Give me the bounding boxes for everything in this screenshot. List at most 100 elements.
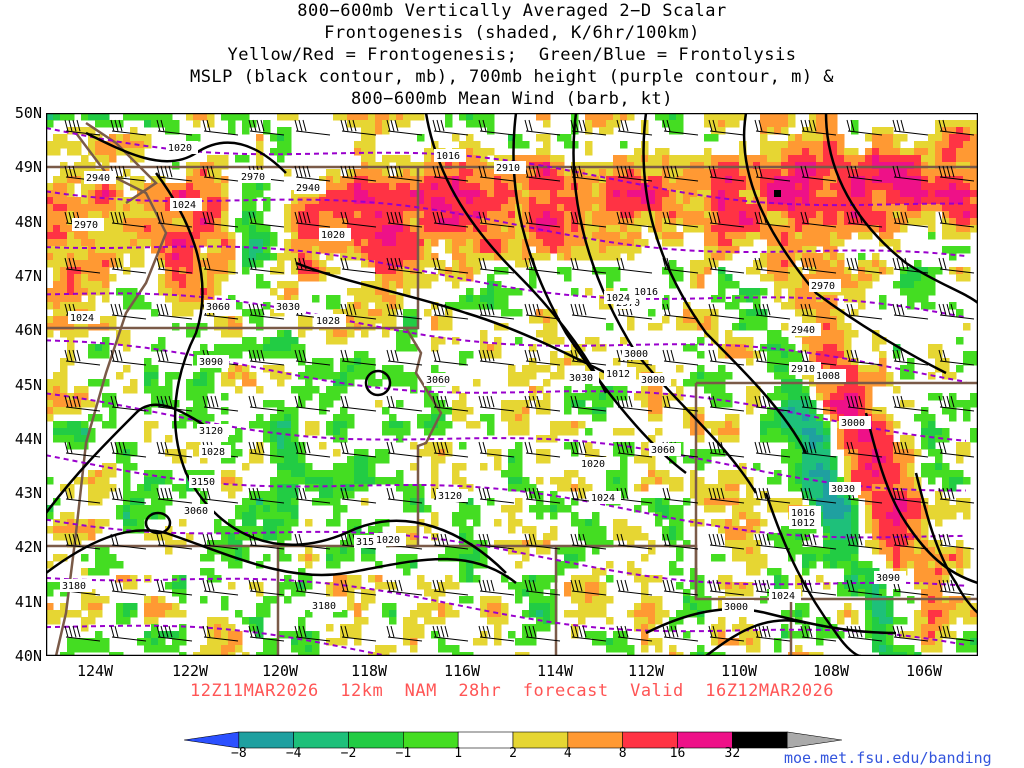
- shading-cell: [193, 239, 201, 247]
- shading-cell: [578, 554, 586, 562]
- shading-cell: [221, 547, 229, 555]
- shading-cell: [361, 155, 369, 163]
- shading-cell: [291, 288, 299, 296]
- shading-cell: [529, 274, 537, 282]
- shading-cell: [88, 267, 96, 275]
- shading-cell: [501, 505, 509, 513]
- shading-cell: [235, 561, 243, 569]
- shading-cell: [46, 190, 54, 198]
- shading-cell: [158, 477, 166, 485]
- shading-cell: [88, 246, 96, 254]
- shading-cell: [935, 554, 943, 562]
- shading-cell: [963, 477, 971, 485]
- shading-cell: [893, 183, 901, 191]
- shading-cell: [907, 302, 915, 310]
- shading-cell: [228, 316, 236, 324]
- shading-cell: [935, 456, 943, 464]
- shading-cell: [46, 225, 54, 233]
- shading-cell: [732, 428, 740, 436]
- shading-cell: [585, 141, 593, 149]
- shading-cell: [963, 183, 971, 191]
- shading-cell: [452, 400, 460, 408]
- shading-cell: [718, 239, 726, 247]
- shading-cell: [102, 211, 110, 219]
- shading-cell: [606, 211, 614, 219]
- shading-cell: [298, 554, 306, 562]
- shading-cell: [508, 253, 516, 261]
- shading-cell: [809, 246, 817, 254]
- shading-cell: [487, 414, 495, 422]
- shading-cell: [949, 148, 957, 156]
- shading-cell: [725, 470, 733, 478]
- shading-cell: [900, 267, 908, 275]
- shading-cell: [186, 218, 194, 226]
- shading-cell: [480, 288, 488, 296]
- shading-cell: [123, 456, 131, 464]
- shading-cell: [788, 218, 796, 226]
- shading-cell: [431, 232, 439, 240]
- shading-cell: [123, 246, 131, 254]
- shading-cell: [130, 141, 138, 149]
- shading-cell: [200, 491, 208, 499]
- shading-cell: [165, 197, 173, 205]
- shading-cell: [942, 547, 950, 555]
- shading-cell: [368, 456, 376, 464]
- shading-cell: [501, 470, 509, 478]
- shading-cell: [550, 190, 558, 198]
- shading-cell: [473, 148, 481, 156]
- shading-cell: [46, 393, 54, 401]
- shading-cell: [193, 232, 201, 240]
- shading-cell: [900, 498, 908, 506]
- shading-cell: [683, 169, 691, 177]
- shading-cell: [781, 428, 789, 436]
- shading-cell: [830, 295, 838, 303]
- shading-cell: [151, 365, 159, 373]
- shading-cell: [683, 421, 691, 429]
- shading-cell: [886, 456, 894, 464]
- shading-cell: [872, 218, 880, 226]
- shading-cell: [221, 484, 229, 492]
- shading-cell: [627, 239, 635, 247]
- shading-cell: [284, 169, 292, 177]
- shading-cell: [466, 484, 474, 492]
- shading-cell: [46, 400, 54, 408]
- shading-cell: [725, 225, 733, 233]
- shading-cell: [802, 281, 810, 289]
- shading-cell: [830, 498, 838, 506]
- shading-cell: [907, 176, 915, 184]
- shading-cell: [277, 414, 285, 422]
- shading-cell: [711, 134, 719, 142]
- shading-cell: [893, 169, 901, 177]
- shading-cell: [53, 281, 61, 289]
- shading-cell: [494, 204, 502, 212]
- shading-cell: [515, 288, 523, 296]
- shading-cell: [844, 274, 852, 282]
- shading-cell: [81, 421, 89, 429]
- shading-cell: [151, 309, 159, 317]
- shading-cell: [123, 330, 131, 338]
- shading-cell: [963, 512, 971, 520]
- shading-cell: [599, 400, 607, 408]
- shading-cell: [676, 176, 684, 184]
- shading-cell: [641, 365, 649, 373]
- shading-cell: [487, 302, 495, 310]
- shading-cell: [809, 491, 817, 499]
- shading-cell: [907, 155, 915, 163]
- shading-cell: [774, 372, 782, 380]
- shading-cell: [452, 204, 460, 212]
- shading-cell: [291, 113, 299, 121]
- shading-cell: [767, 358, 775, 366]
- shading-cell: [536, 330, 544, 338]
- shading-cell: [95, 477, 103, 485]
- shading-cell: [606, 253, 614, 261]
- shading-cell: [802, 260, 810, 268]
- shading-cell: [508, 505, 516, 513]
- shading-cell: [109, 211, 117, 219]
- shading-cell: [725, 204, 733, 212]
- shading-cell: [81, 211, 89, 219]
- shading-cell: [809, 120, 817, 128]
- shading-cell: [718, 225, 726, 233]
- shading-cell: [207, 176, 215, 184]
- shading-cell: [501, 414, 509, 422]
- shading-cell: [704, 484, 712, 492]
